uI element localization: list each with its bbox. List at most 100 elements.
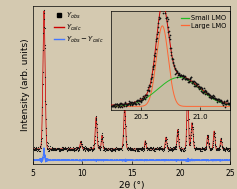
- Point: [45, 143, 49, 146]
- Point: [62, 147, 66, 150]
- Point: [132, 101, 135, 104]
- Point: [63, 148, 66, 151]
- Point: [173, 146, 176, 149]
- Point: [225, 149, 229, 152]
- Point: [89, 147, 93, 150]
- Point: [161, 148, 165, 151]
- Point: [226, 103, 230, 106]
- Point: [68, 148, 72, 151]
- Point: [174, 148, 178, 151]
- Point: [160, 147, 164, 150]
- Point: [160, 148, 164, 151]
- Point: [224, 147, 228, 150]
- Point: [187, 127, 191, 130]
- Point: [134, 147, 138, 150]
- Point: [122, 118, 126, 121]
- Point: [143, 94, 147, 97]
- Point: [217, 99, 221, 102]
- Point: [219, 100, 223, 103]
- Point: [121, 144, 125, 147]
- Point: [221, 146, 225, 149]
- Point: [127, 102, 131, 105]
- Point: [226, 149, 230, 152]
- Point: [165, 19, 169, 22]
- Point: [172, 64, 176, 67]
- Point: [223, 149, 226, 152]
- Point: [111, 148, 114, 151]
- Point: [203, 89, 207, 92]
- Point: [38, 149, 42, 152]
- Point: [162, 148, 166, 151]
- Point: [37, 147, 41, 150]
- Point: [176, 128, 180, 131]
- Point: [166, 25, 170, 28]
- Point: [77, 147, 80, 150]
- Point: [44, 126, 48, 129]
- Point: [209, 148, 213, 151]
- Point: [77, 149, 81, 152]
- Point: [176, 71, 180, 74]
- Point: [119, 147, 123, 150]
- Point: [223, 102, 227, 105]
- Point: [156, 148, 160, 151]
- Point: [177, 144, 181, 147]
- Point: [170, 148, 173, 151]
- Point: [73, 148, 76, 151]
- Point: [213, 97, 216, 100]
- Point: [115, 147, 119, 150]
- Point: [156, 146, 160, 149]
- Point: [211, 144, 215, 147]
- Point: [223, 149, 227, 152]
- Point: [171, 60, 175, 63]
- Point: [174, 147, 178, 150]
- Point: [149, 76, 153, 79]
- Point: [163, 143, 167, 146]
- Point: [106, 149, 110, 152]
- Point: [131, 149, 134, 152]
- Point: [141, 146, 144, 149]
- Point: [100, 138, 103, 141]
- Point: [67, 148, 71, 151]
- Point: [201, 148, 204, 151]
- Point: [99, 139, 103, 143]
- Point: [33, 147, 37, 150]
- Point: [82, 148, 85, 151]
- Point: [55, 147, 59, 150]
- Point: [160, 145, 163, 148]
- Point: [45, 147, 49, 150]
- Point: [214, 147, 218, 150]
- Point: [177, 72, 181, 75]
- Point: [184, 146, 187, 149]
- Point: [103, 149, 107, 152]
- Point: [183, 146, 187, 149]
- Point: [144, 96, 148, 99]
- Point: [187, 80, 191, 83]
- Point: [217, 98, 220, 101]
- Point: [144, 94, 148, 97]
- Point: [210, 97, 213, 100]
- Point: [92, 146, 96, 149]
- Point: [83, 146, 87, 149]
- Point: [54, 149, 58, 152]
- Point: [106, 146, 109, 149]
- Point: [183, 77, 187, 80]
- Point: [45, 133, 48, 136]
- Point: [204, 147, 208, 150]
- Point: [39, 146, 42, 149]
- Point: [191, 125, 194, 128]
- Point: [100, 137, 104, 140]
- Point: [165, 142, 169, 145]
- Point: [207, 143, 211, 146]
- Point: [180, 74, 184, 77]
- Point: [222, 100, 226, 103]
- Point: [54, 147, 57, 150]
- Point: [173, 148, 177, 151]
- Point: [192, 80, 196, 83]
- Point: [126, 102, 129, 105]
- Point: [216, 147, 219, 150]
- Point: [138, 147, 142, 150]
- Point: [115, 147, 119, 150]
- Point: [33, 149, 37, 152]
- Point: [199, 148, 202, 151]
- Point: [221, 101, 225, 104]
